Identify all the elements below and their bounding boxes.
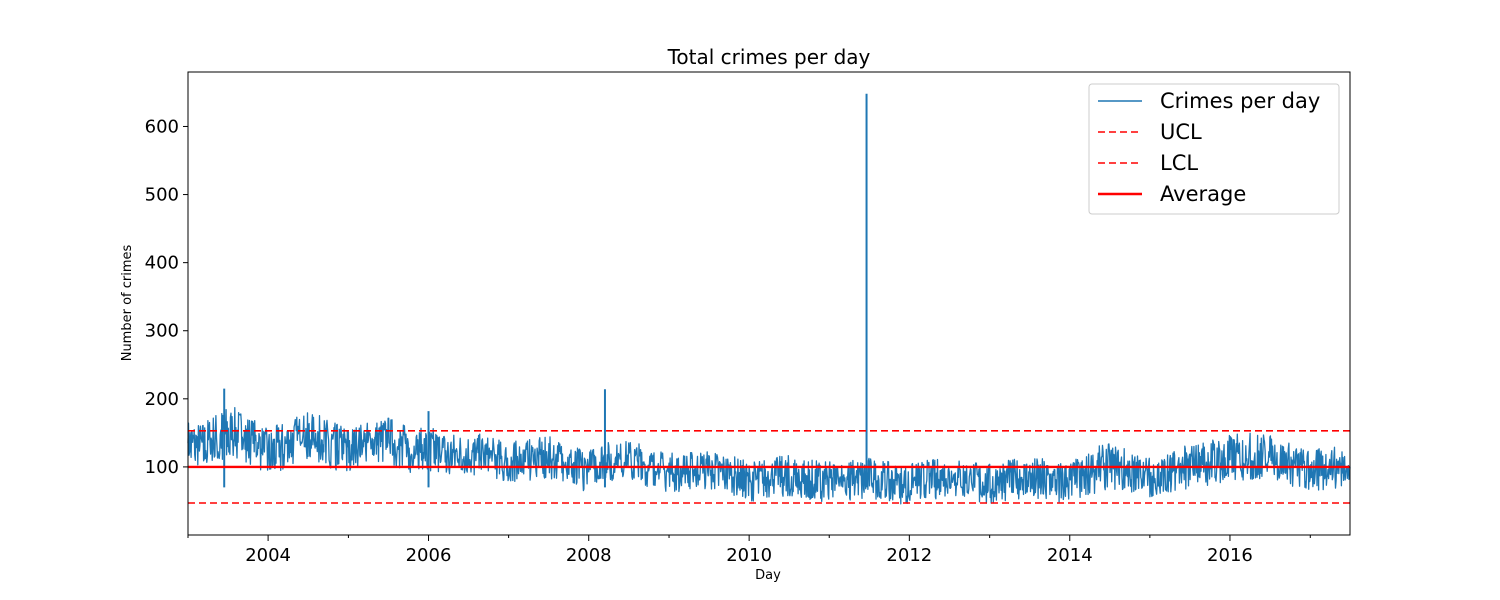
y-tick-label: 300 <box>145 321 179 342</box>
x-tick-label: 2012 <box>886 545 932 566</box>
legend: Crimes per day UCL LCL Average <box>1088 83 1340 215</box>
legend-label: LCL <box>1160 151 1198 175</box>
y-tick-label: 400 <box>145 253 179 274</box>
x-axis: 2004 2006 2008 2010 2012 2014 2016 <box>187 535 1311 566</box>
control-lines <box>188 430 1350 504</box>
x-tick-label: 2016 <box>1207 545 1253 566</box>
x-tick-label: 2004 <box>245 545 291 566</box>
x-tick-label: 2014 <box>1047 545 1093 566</box>
y-tick-label: 500 <box>145 185 179 206</box>
legend-box <box>1088 83 1340 215</box>
x-tick-label: 2008 <box>566 545 612 566</box>
plot-frame <box>187 71 1351 536</box>
chart-title: Total crimes per day <box>667 45 871 69</box>
y-axis-label: Number of crimes <box>120 244 135 361</box>
y-tick-label: 100 <box>145 457 179 478</box>
x-tick-label: 2006 <box>406 545 452 566</box>
y-tick-label: 200 <box>145 389 179 410</box>
y-tick-label: 600 <box>145 116 179 137</box>
y-axis: 100 200 300 400 500 600 <box>145 116 188 478</box>
x-tick-label: 2010 <box>726 545 772 566</box>
x-axis-label: Day <box>755 568 781 583</box>
series-line-crimes-per-day <box>187 406 1351 505</box>
legend-label: UCL <box>1160 120 1202 144</box>
legend-label: Crimes per day <box>1160 89 1320 113</box>
legend-label: Average <box>1160 182 1246 206</box>
